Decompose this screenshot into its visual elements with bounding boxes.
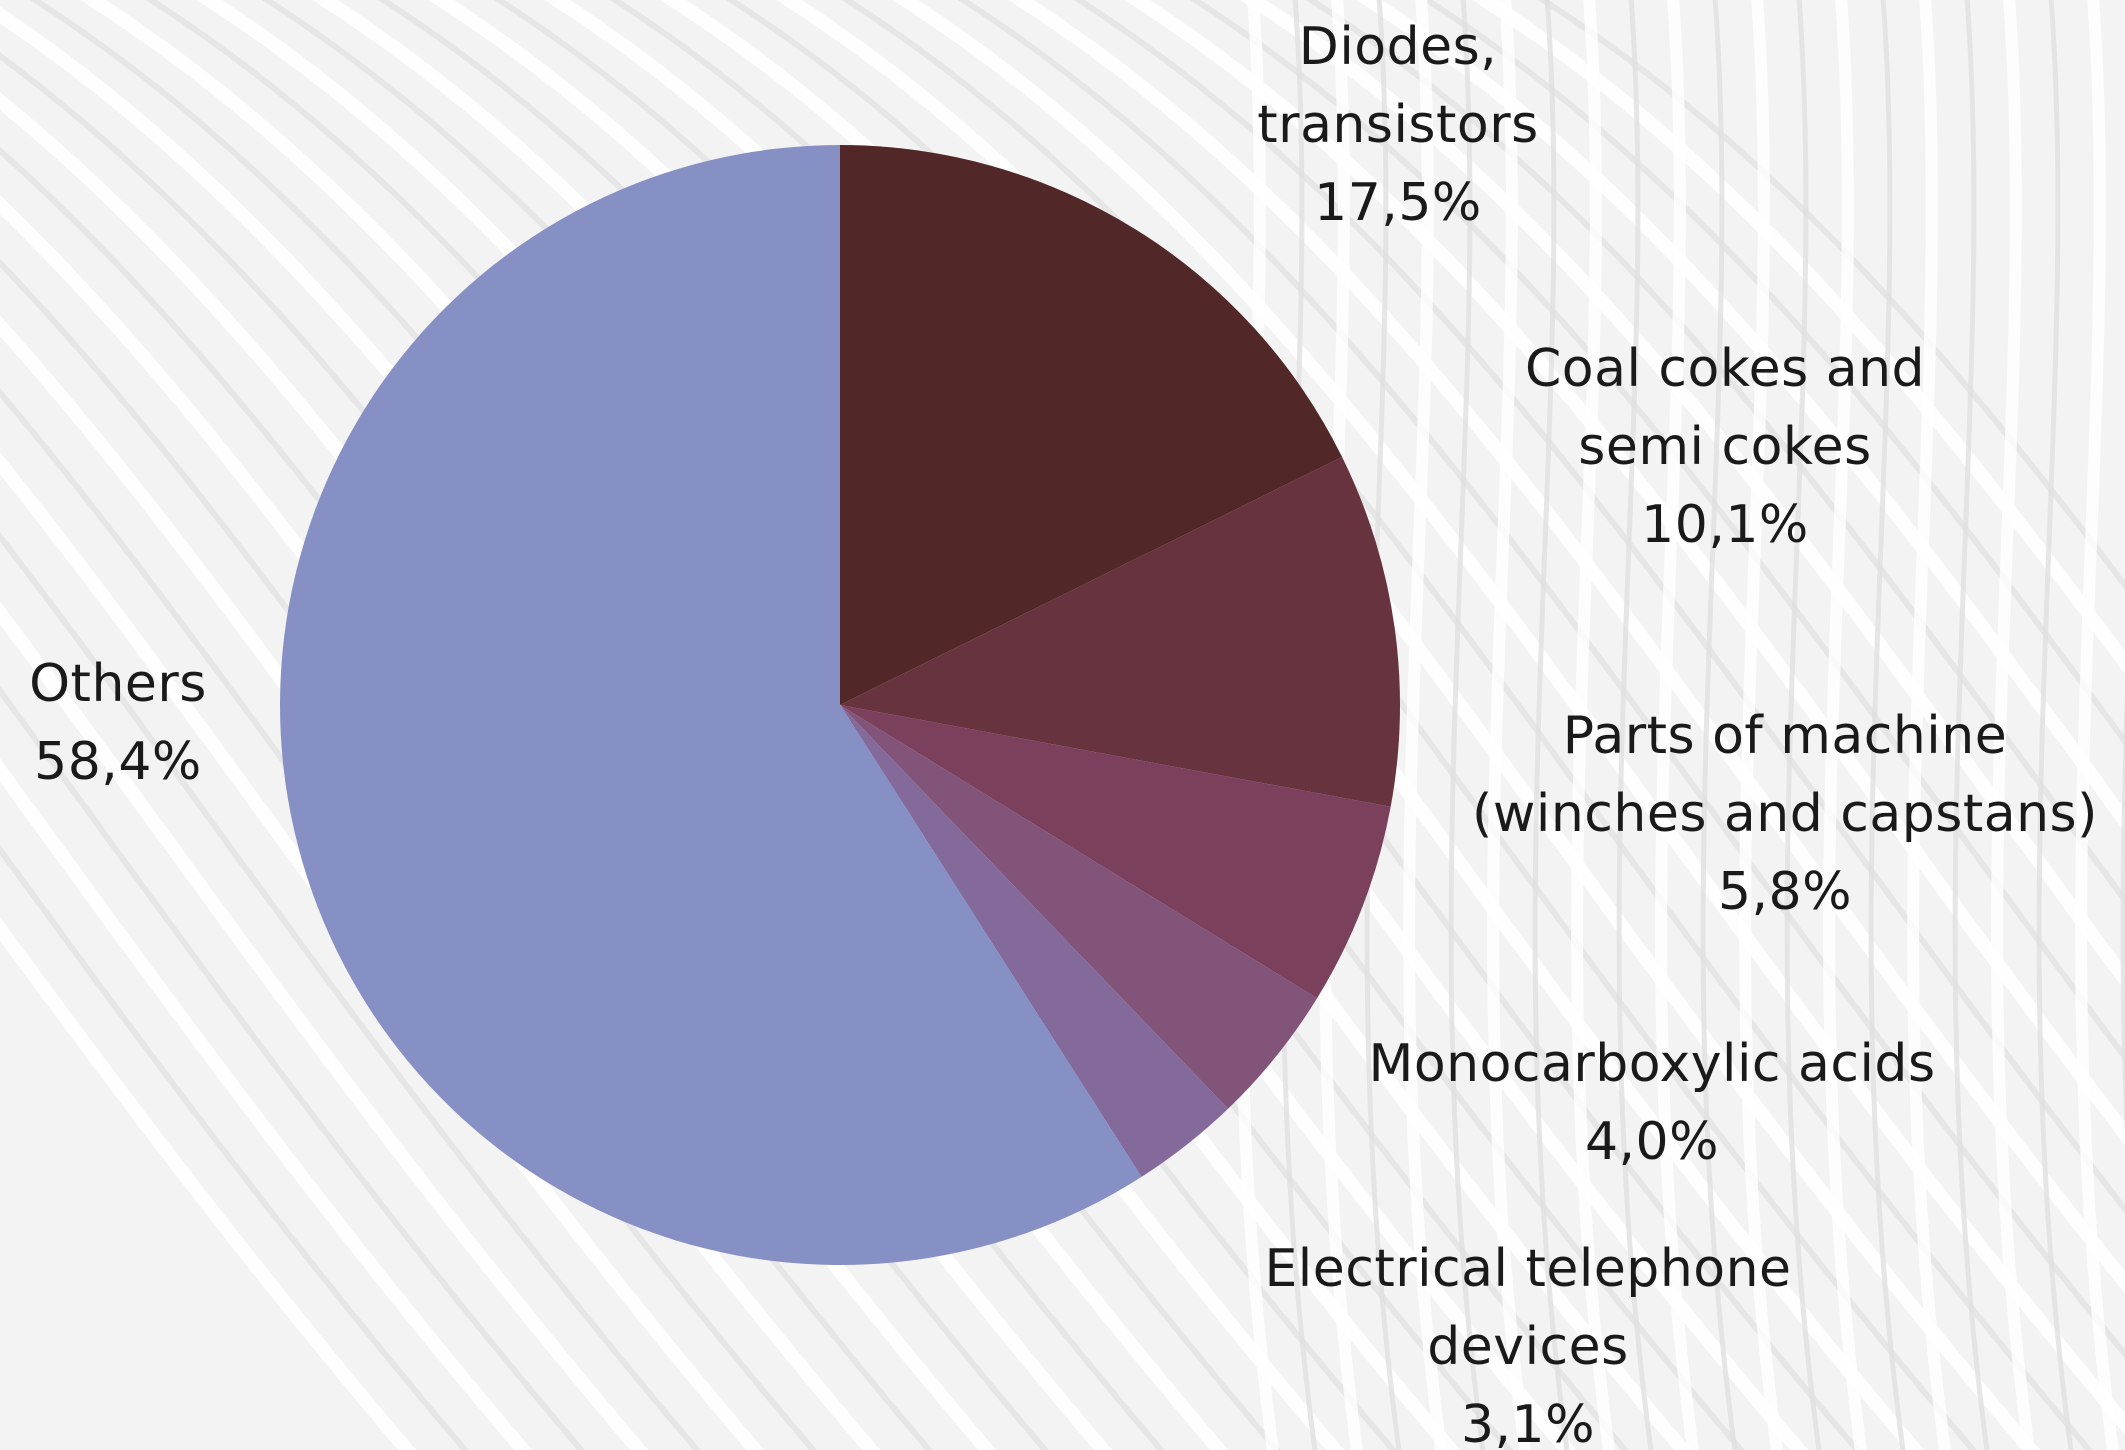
slice-label: Parts of machine (winches and capstans) 5,… [1472, 697, 2098, 931]
slice-value-label: 3,1% [1460, 1395, 1596, 1450]
background-stripe [1073, 0, 2125, 1214]
background-stripe [1189, 0, 2125, 1063]
background-stripe [2075, 0, 2119, 1450]
background-stripe [1305, 0, 2125, 906]
pie-slice [840, 705, 1318, 1109]
background-stripe [1784, 0, 1822, 1450]
pie-slice [840, 705, 1229, 1177]
slice-label: Monocarboxylic acids 4,0% [1368, 1025, 1935, 1181]
background-stripe [1823, 0, 1867, 1450]
pie-slice [840, 456, 1400, 807]
slice-label: Electrical telephone devices 3,1% [1264, 1230, 1791, 1450]
background-stripe [2036, 0, 2074, 1450]
background-stripe [1868, 0, 1906, 1450]
background-stripe [1532, 0, 1570, 1450]
background-stripe [1008, 0, 2125, 1294]
background-stripe [0, 844, 470, 1450]
background-stripe [1537, 0, 2125, 591]
slice-value-label: 10,1% [1641, 495, 1809, 555]
background-stripe [0, 451, 765, 1450]
slice-label: Coal cokes and semi cokes 10,1% [1525, 330, 1925, 564]
background-stripe [1356, 0, 2125, 833]
background-stripe [1739, 0, 1783, 1450]
slice-label-name: Diodes, [1298, 17, 1498, 77]
slice-value-label: 17,5% [1314, 173, 1482, 233]
slice-value-label: 5,8% [1717, 862, 1853, 922]
slice-label-name: devices [1427, 1317, 1629, 1377]
background-stripe [1907, 0, 1951, 1450]
background-stripe [892, 0, 2125, 1435]
background-stripe [1124, 0, 2125, 1146]
background-stripe [1472, 0, 2125, 675]
pie-slice [280, 145, 1142, 1265]
background-stripe [0, 917, 417, 1450]
slice-label-name: (winches and capstans) [1472, 784, 2098, 844]
background-stripe [1616, 0, 1654, 1450]
background-stripe [0, 601, 649, 1450]
pie-slice [840, 705, 1391, 999]
background-stripe [1487, 0, 1531, 1450]
slice-label-name: Monocarboxylic acids [1368, 1034, 1936, 1094]
slice-label-name: Parts of machine [1562, 706, 2008, 766]
pie-slice [840, 145, 1343, 705]
slice-label-name: semi cokes [1578, 417, 1872, 477]
background-stripe [1571, 0, 1615, 1450]
background-stripe [0, 758, 533, 1450]
background-stripe [1700, 0, 1738, 1450]
slice-value-label: 58,4% [34, 732, 202, 792]
background-stripe [1403, 0, 1447, 1450]
background-stripe [1448, 0, 1486, 1450]
background-stripe [0, 686, 586, 1450]
background-stripe [0, 531, 702, 1450]
slice-label: Diodes, transistors 17,5% [1257, 8, 1538, 242]
slice-label: Others 58,4% [29, 645, 207, 801]
slice-value-label: 4,0% [1584, 1112, 1720, 1172]
background-stripe [841, 0, 2094, 1450]
slice-label-name: Electrical telephone [1264, 1239, 1792, 1299]
slice-label-name: Coal cokes and [1524, 339, 1926, 399]
slice-label-name: transistors [1257, 95, 1539, 155]
slice-label-name: Others [29, 654, 207, 714]
background-stripe [1952, 0, 1990, 1450]
background-stripe [1655, 0, 1699, 1450]
background-stripe [1991, 0, 2035, 1450]
